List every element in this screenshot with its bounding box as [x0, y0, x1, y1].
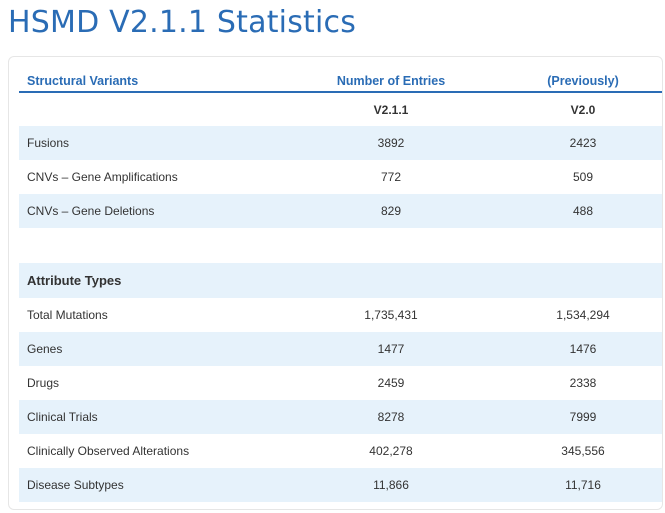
statistics-table: Structural Variants Number of Entries (P…	[8, 56, 663, 510]
row-current-value: 1477	[377, 342, 405, 356]
row-previous-value: 2338	[569, 376, 597, 390]
row-label: CNVs – Gene Amplifications	[27, 170, 178, 184]
table-row: CNVs – Gene Amplifications 772 509	[19, 160, 662, 194]
row-label: Clinical Trials	[27, 410, 98, 424]
row-previous-value: 1476	[569, 342, 597, 356]
table-row: Disease Subtypes 11,866 11,716	[19, 468, 662, 502]
row-label: CNVs – Gene Deletions	[27, 204, 155, 218]
header-number-of-entries: Number of Entries	[336, 74, 446, 88]
row-current-value: 772	[380, 170, 402, 184]
table-row: Drugs 2459 2338	[19, 366, 662, 400]
row-label: Genes	[27, 342, 63, 356]
row-label: Total Mutations	[27, 308, 108, 322]
table-row: Fusions 3892 2423	[19, 126, 662, 160]
table-row: CNVs – Gene Deletions 829 488	[19, 194, 662, 228]
row-current-value: 11,866	[373, 478, 409, 492]
row-label: Clinically Observed Alterations	[27, 444, 190, 458]
table-header-row: Structural Variants Number of Entries (P…	[19, 71, 662, 91]
table-row: Total Mutations 1,735,431 1,534,294	[19, 298, 662, 332]
header-previously: (Previously)	[547, 74, 619, 88]
row-current-value: 402,278	[369, 444, 413, 458]
section-attribute-types: Attribute Types	[27, 273, 122, 288]
version-current: V2.1.1	[373, 102, 409, 117]
row-previous-value: 488	[572, 204, 594, 218]
header-structural-variants: Structural Variants	[27, 74, 139, 88]
row-label: Disease Subtypes	[27, 478, 124, 492]
row-previous-value: 509	[572, 170, 594, 184]
table-row: Genes 1477 1476	[19, 332, 662, 366]
row-previous-value: 11,716	[565, 478, 601, 492]
page-title: HSMD V2.1.1 Statistics	[8, 5, 357, 40]
row-current-value: 3892	[377, 136, 405, 150]
section-header-row: Attribute Types	[19, 263, 662, 298]
row-previous-value: 7999	[569, 410, 597, 424]
row-current-value: 2459	[377, 376, 405, 390]
table-row: Clinical Trials 8278 7999	[19, 400, 662, 434]
row-previous-value: 2423	[569, 136, 597, 150]
row-current-value: 829	[380, 204, 402, 218]
row-label: Drugs	[27, 376, 60, 390]
table-row: Clinically Observed Alterations 402,278 …	[19, 434, 662, 468]
version-row: V2.1.1 V2.0	[19, 94, 662, 125]
version-previous: V2.0	[570, 102, 596, 117]
row-previous-value: 345,556	[561, 444, 605, 458]
row-current-value: 8278	[377, 410, 405, 424]
header-divider	[19, 91, 662, 93]
row-current-value: 1,735,431	[364, 308, 418, 322]
row-previous-value: 1,534,294	[556, 308, 610, 322]
row-label: Fusions	[27, 136, 70, 150]
